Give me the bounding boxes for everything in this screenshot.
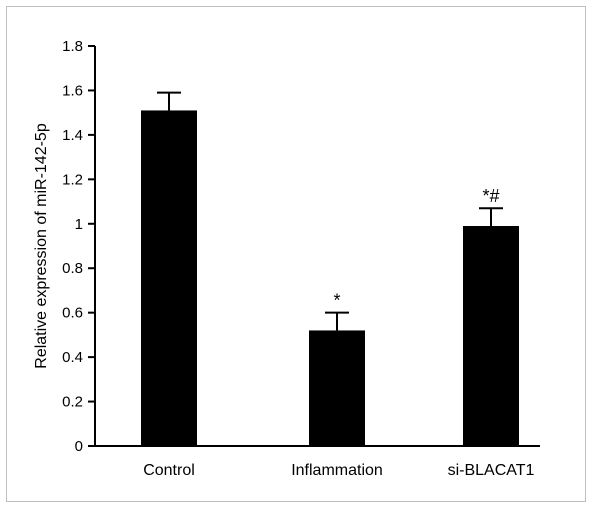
y-tick-label: 1.8: [62, 38, 83, 55]
y-tick-label: 1.6: [62, 82, 83, 99]
labels-group: 0 0.2 0.4 0.6 0.8 1 1.2 1.4 1.6 1.8 Control Inflamm…: [62, 38, 534, 479]
y-tick-label: 0: [75, 438, 83, 455]
bar-control: [141, 110, 197, 446]
x-tick-label: Inflammation: [291, 462, 383, 479]
x-tick-label: Control: [143, 462, 195, 479]
y-tick-label: 1.4: [62, 127, 83, 144]
x-tick-label: si-BLACAT1: [448, 462, 535, 479]
y-tick-label: 0.2: [62, 394, 83, 411]
significance-label: *: [333, 291, 340, 311]
y-tick-label: 1: [75, 216, 83, 233]
y-tick-label: 0.6: [62, 305, 83, 322]
y-tick-label: 1.2: [62, 171, 83, 188]
significance-label: *#: [482, 186, 499, 206]
bar-si-blacat1: [463, 226, 519, 446]
bars-group: [141, 91, 519, 446]
y-tick-label: 0.8: [62, 260, 83, 277]
bar-inflammation: [309, 330, 365, 446]
y-tick-label: 0.4: [62, 349, 83, 366]
y-axis-title: Relative expression of miR-142-5p: [33, 123, 50, 369]
